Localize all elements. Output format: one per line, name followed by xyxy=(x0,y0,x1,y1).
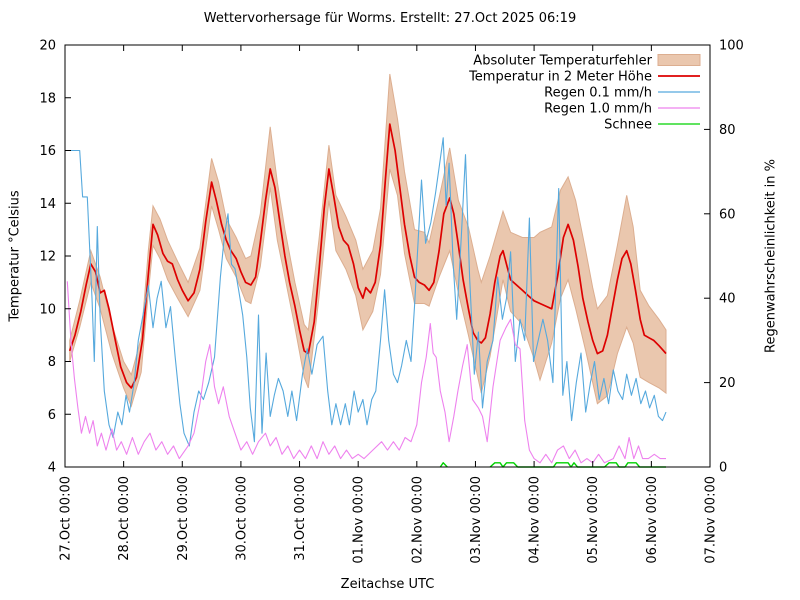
right-y-axis-title: Regenwahrscheinlichkeit in % xyxy=(763,159,779,353)
snow-line xyxy=(439,462,448,468)
snow-line xyxy=(489,462,666,468)
left-axis-tick-label: 12 xyxy=(39,250,56,265)
right-axis-tick-label: 60 xyxy=(719,207,736,222)
left-axis-tick-label: 10 xyxy=(39,302,56,317)
left-y-axis-title: Temperatur °Celsius xyxy=(7,190,23,322)
left-axis-tick-label: 4 xyxy=(48,461,56,476)
legend-label-temperature_error_band: Absoluter Temperaturfehler xyxy=(473,54,652,69)
x-axis-tick-label: 02.Nov 00:00 xyxy=(410,476,425,564)
legend-label-temperature_2m: Temperatur in 2 Meter Höhe xyxy=(468,70,652,85)
x-axis-tick-label: 04.Nov 00:00 xyxy=(528,476,543,564)
x-axis-tick-label: 31.Oct 00:00 xyxy=(293,476,308,561)
x-axis-tick-label: 01.Nov 00:00 xyxy=(352,476,367,564)
right-axis-tick-label: 0 xyxy=(719,461,727,476)
left-axis-tick-label: 8 xyxy=(48,355,56,370)
rain-01-line xyxy=(67,137,667,447)
x-axis-tick-label: 27.Oct 00:00 xyxy=(59,476,74,561)
x-axis-tick-label: 03.Nov 00:00 xyxy=(469,476,484,564)
temperature-error-band xyxy=(69,73,667,408)
right-axis-tick-label: 80 xyxy=(719,123,736,138)
left-axis-tick-label: 16 xyxy=(39,144,56,159)
left-axis-tick-label: 18 xyxy=(39,91,56,106)
x-axis-tick-label: 29.Oct 00:00 xyxy=(176,476,191,561)
right-axis-tick-label: 40 xyxy=(719,292,736,307)
right-axis-tick-label: 20 xyxy=(719,376,736,391)
legend-label-rain_01: Regen 0.1 mm/h xyxy=(544,86,652,101)
temperature-line xyxy=(68,123,667,389)
x-axis-tick-label: 28.Oct 00:00 xyxy=(117,476,132,561)
right-axis-tick-label: 100 xyxy=(719,39,744,54)
x-axis-tick-label: 06.Nov 00:00 xyxy=(645,476,660,564)
x-axis-tick-label: 30.Oct 00:00 xyxy=(234,476,249,561)
rain-10-line xyxy=(66,281,666,464)
x-axis-tick-label: 05.Nov 00:00 xyxy=(586,476,601,564)
x-axis-tick-label: 07.Nov 00:00 xyxy=(704,476,719,564)
chart-title: Wettervorhersage für Worms. Erstellt: 27… xyxy=(203,11,577,26)
left-axis-tick-label: 14 xyxy=(39,197,56,212)
legend-swatch-temperature_error_band xyxy=(657,54,701,66)
left-axis-tick-label: 6 xyxy=(48,408,56,423)
left-axis-tick-label: 20 xyxy=(39,39,56,54)
legend-label-snow: Schnee xyxy=(604,118,652,133)
x-axis-title: Zeitachse UTC xyxy=(340,577,435,592)
legend-label-rain_10: Regen 1.0 mm/h xyxy=(544,102,652,117)
